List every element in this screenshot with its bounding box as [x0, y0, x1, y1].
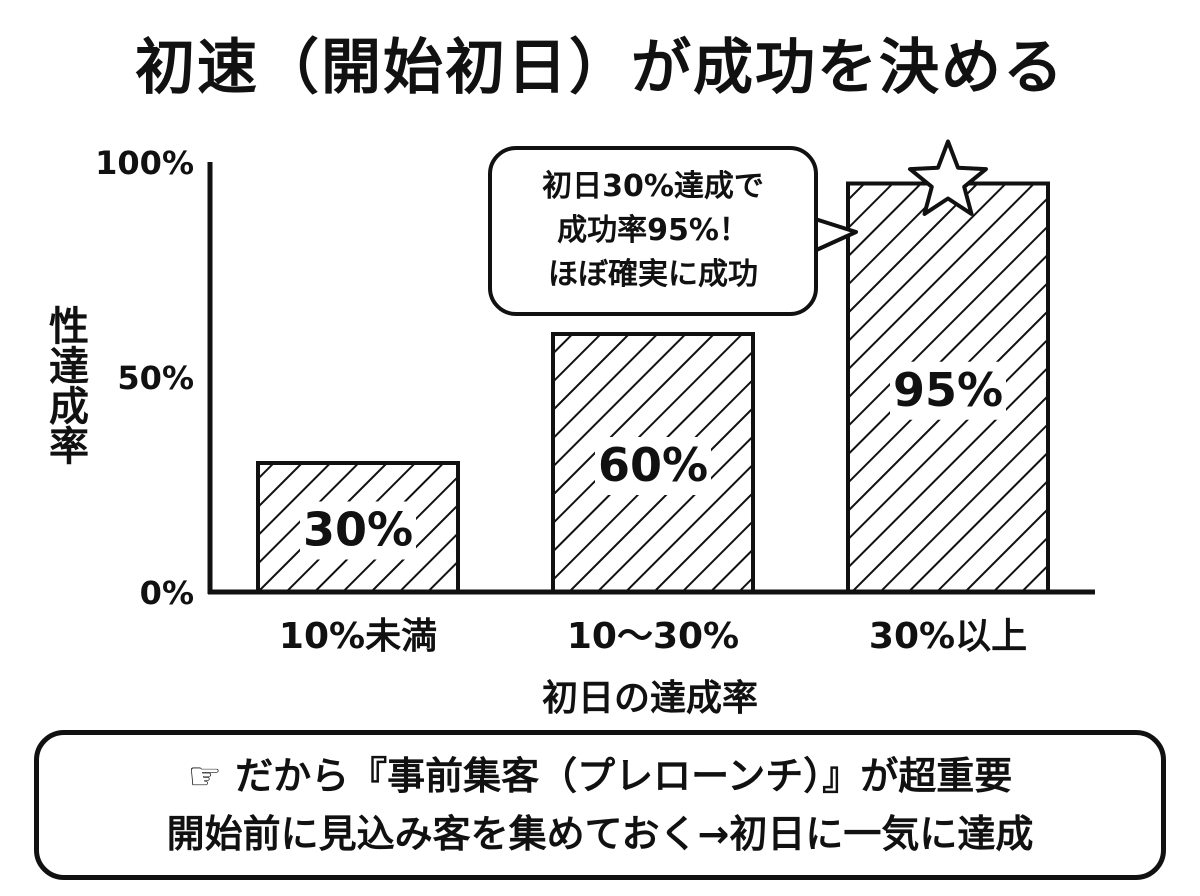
annotation-line-2: 成功率95%！ — [557, 213, 749, 248]
bar-label-background-2 — [890, 361, 1006, 420]
y-axis-title: 性達成率 — [42, 305, 88, 465]
y-tick-label-1: 50% — [117, 359, 194, 397]
star-icon — [908, 139, 988, 216]
y-axis-ticks: 0% 50% 100% — [95, 144, 194, 612]
footer-line-1: ☞ だから『事前集客（プレローンチ）』が超重要 — [188, 747, 1012, 805]
annotation-callout: 初日30%達成で 成功率95%！ ほぼ確実に成功 — [488, 146, 818, 316]
x-axis-title: 初日の達成率 — [542, 678, 758, 719]
bar-data-label-2: 95% — [893, 363, 1003, 417]
bar-label-background-1 — [595, 437, 711, 495]
bar-data-label-0: 30% — [303, 503, 413, 557]
bars: 30% 60% 95% — [256, 181, 1050, 594]
pointing-hand-icon: ☞ — [187, 754, 236, 798]
x-tick-label-0: 10%未満 — [279, 616, 437, 657]
axes — [207, 162, 1095, 595]
bar-data-label-1: 60% — [598, 438, 708, 492]
x-tick-label-2: 30%以上 — [869, 616, 1027, 657]
footer-message-box: ☞ だから『事前集客（プレローンチ）』が超重要 開始前に見込み客を集めておく→初… — [34, 730, 1166, 880]
x-axis-labels: 10%未満 10〜30% 30%以上 — [279, 616, 1027, 657]
footer-text-1: だから『事前集客（プレローンチ）』が超重要 — [235, 754, 1013, 798]
x-tick-label-1: 10〜30% — [567, 616, 739, 657]
annotation-line-3: ほぼ確実に成功 — [548, 257, 758, 292]
page-title: 初速（開始初日）が成功を決める — [135, 33, 1065, 103]
annotation-line-1: 初日30%達成で — [542, 169, 764, 204]
bar-label-background-0 — [300, 501, 416, 560]
y-tick-label-0: 0% — [140, 574, 194, 612]
y-tick-label-2: 100% — [95, 144, 194, 182]
star-icon-shape — [908, 139, 988, 216]
footer-line-2: 開始前に見込み客を集めておく→初日に一気に達成 — [166, 812, 1034, 856]
